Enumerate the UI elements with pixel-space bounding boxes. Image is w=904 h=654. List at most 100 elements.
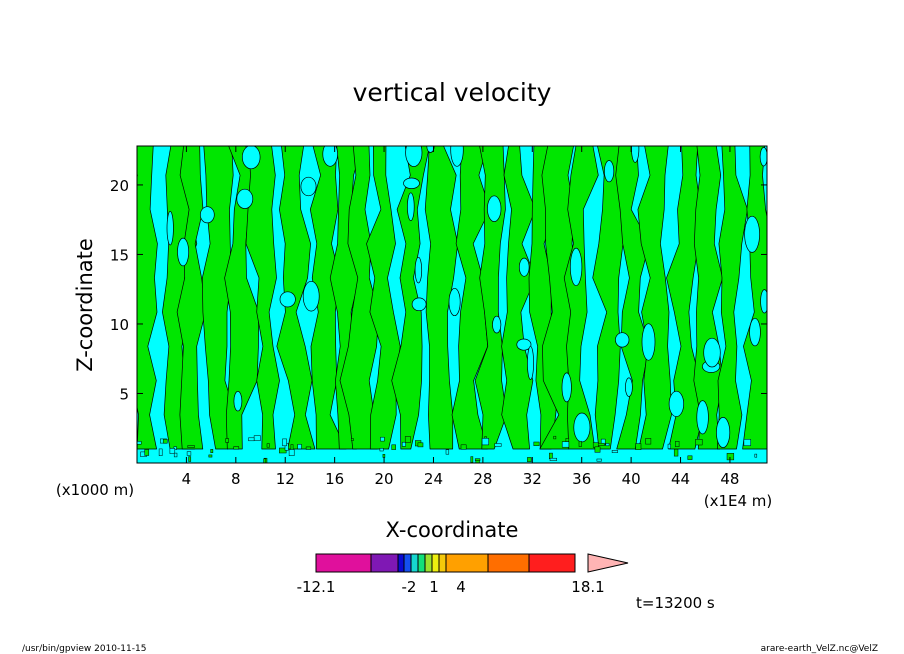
contour-hole	[641, 323, 656, 361]
contour-hole	[448, 287, 461, 317]
contour-speckle	[605, 443, 610, 447]
contour-speckle	[137, 441, 142, 445]
contour-speckle	[460, 444, 467, 450]
x-tick-label: 28	[473, 470, 492, 488]
contour-speckle	[533, 441, 540, 446]
colorbar-label: 18.1	[571, 578, 604, 596]
contour-speckle	[210, 449, 214, 453]
contour-hole	[199, 206, 215, 224]
contour-hole	[411, 297, 427, 312]
contour-speckle	[645, 438, 652, 445]
contour-speckle	[187, 445, 195, 448]
contour-speckle	[673, 448, 679, 457]
contour-hole	[492, 315, 502, 334]
contour-speckle	[188, 456, 192, 462]
contour-hole	[322, 146, 338, 167]
colorbar-segment	[315, 553, 372, 573]
contour-speckle	[233, 446, 240, 450]
plot-frame	[136, 145, 768, 464]
contour-hole	[573, 412, 591, 443]
contour-speckle	[380, 436, 385, 442]
colorbar-segment	[410, 553, 419, 573]
contour-speckle	[675, 441, 680, 447]
contour-speckle	[549, 457, 557, 461]
x-axis-label: X-coordinate	[386, 518, 519, 542]
colorbar-segment	[487, 553, 530, 573]
contour-hole	[236, 188, 254, 209]
colorbar-segment	[397, 553, 405, 573]
colorbar-label: 1	[429, 578, 439, 596]
x-tick-label: 4	[182, 470, 192, 488]
contour-hole	[233, 391, 243, 412]
colorbar-segment	[438, 553, 447, 573]
contour-speckle	[687, 455, 693, 460]
contour-speckle	[597, 442, 605, 446]
contour-hole	[703, 337, 721, 368]
colorbar-label: 4	[456, 578, 466, 596]
contour-region	[501, 146, 536, 450]
contour-hole	[604, 160, 615, 183]
x-tick-label: 32	[523, 470, 542, 488]
contour-speckle	[173, 452, 178, 458]
footer-right: arare-earth_VelZ.nc@VelZ	[761, 644, 878, 654]
contour-hole	[760, 289, 767, 314]
contour-speckle	[470, 456, 474, 463]
x-tick-label: 16	[325, 470, 344, 488]
contour-speckle	[635, 443, 642, 450]
x-unit-left: (x1000 m)	[56, 481, 134, 499]
contour-hole	[487, 195, 502, 222]
contour-hole	[177, 237, 190, 267]
contour-speckle	[169, 448, 176, 454]
y-tick-label: 10	[110, 316, 129, 334]
contour-hole	[668, 390, 685, 417]
contour-speckle	[561, 441, 570, 448]
contour-hole	[166, 211, 174, 246]
x-tick-label: 8	[231, 470, 241, 488]
contour-speckle	[248, 437, 255, 442]
contour-region	[366, 146, 401, 450]
colorbar-label: -2	[402, 578, 417, 596]
y-tick-label: 5	[119, 385, 129, 403]
colorbar-segment	[431, 553, 440, 573]
colorbar-segment	[403, 553, 412, 573]
x-tick-label: 12	[276, 470, 295, 488]
contour-hole	[759, 147, 767, 167]
colorbar-segment	[445, 553, 489, 573]
contour-speckle	[549, 452, 553, 459]
y-axis: 5 10 15 20	[110, 177, 767, 403]
contour-speckle	[162, 439, 168, 444]
contour-speckle	[382, 454, 386, 458]
contour-speckle	[297, 444, 302, 450]
y-axis-label: Z-coordinate	[73, 238, 97, 372]
colorbar-segment	[424, 553, 433, 573]
contour-region	[137, 146, 158, 450]
x-axis: 4 8 12 16 20 24 28 32 36 40 44 48	[182, 146, 739, 488]
x-tick-label: 40	[622, 470, 641, 488]
contour-speckle	[186, 451, 192, 456]
contour-speckle	[743, 439, 751, 446]
contour-hole	[302, 280, 320, 312]
contour-hole	[279, 291, 296, 308]
contour-region	[245, 146, 280, 450]
contour-speckle	[391, 444, 396, 450]
colorbar-arrow	[587, 553, 629, 573]
contour-speckle	[695, 439, 703, 446]
footer-left: /usr/bin/gpview 2010-11-15	[22, 644, 146, 654]
colorbar-segment	[528, 553, 576, 573]
contour-speckle	[596, 458, 602, 462]
contour-region	[637, 146, 672, 450]
contour-speckle	[263, 458, 267, 463]
contour-speckle	[288, 449, 295, 456]
contour-region	[424, 146, 459, 450]
contour-speckle	[401, 441, 406, 447]
contour-speckle	[594, 446, 601, 453]
contour-speckle	[527, 457, 532, 463]
contour-hole	[403, 177, 420, 189]
contour-speckle	[266, 443, 270, 448]
contour-hole	[518, 257, 530, 277]
contour-hole	[405, 146, 423, 167]
contour-hole	[561, 372, 572, 403]
contour-region	[615, 146, 650, 450]
contour-hole	[300, 176, 317, 197]
